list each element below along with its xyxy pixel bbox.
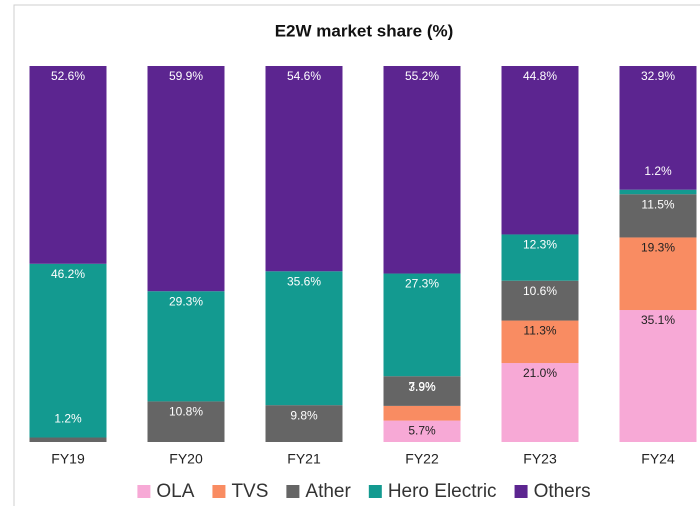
bar-segment xyxy=(29,437,107,442)
legend-swatch xyxy=(368,485,382,498)
x-tick-label: FY19 xyxy=(51,451,85,467)
value-label: 10.6% xyxy=(523,284,557,298)
legend-swatch xyxy=(514,485,528,498)
value-label: 59.9% xyxy=(169,69,203,83)
value-label: 44.8% xyxy=(523,69,557,83)
value-label: 21.0% xyxy=(523,366,557,380)
value-label: 11.3% xyxy=(523,324,556,338)
bar-segment xyxy=(383,66,461,274)
legend-label: TVS xyxy=(231,481,268,502)
bar-segment xyxy=(265,271,343,406)
legend-label: OLA xyxy=(156,481,194,502)
legend-swatch xyxy=(137,485,151,498)
value-label: 35.1% xyxy=(641,313,675,327)
bar-segment xyxy=(501,234,579,281)
value-label: 9.8% xyxy=(290,408,318,422)
bar-segment xyxy=(619,237,697,311)
value-label: 3.9% xyxy=(408,380,436,394)
bar-segment xyxy=(29,263,107,438)
value-label: 11.5% xyxy=(641,197,674,211)
chart-title: E2W market share (%) xyxy=(275,21,454,40)
value-label: 19.3% xyxy=(641,241,675,255)
value-label: 5.7% xyxy=(408,424,436,438)
bar-segment xyxy=(383,273,461,377)
bar-segment xyxy=(501,363,579,442)
value-label: 27.3% xyxy=(405,277,439,291)
legend-label: Others xyxy=(534,481,591,502)
bar-segment xyxy=(619,194,697,238)
bar-segment xyxy=(501,320,579,364)
bar-segment xyxy=(147,291,225,402)
value-label: 52.6% xyxy=(51,69,85,83)
bar-segment xyxy=(619,189,697,195)
bar-segment xyxy=(501,66,579,235)
legend: OLA TVS Ather Hero Electric Others xyxy=(137,481,591,502)
legend-label: Ather xyxy=(305,481,351,502)
x-tick-label: FY23 xyxy=(523,451,557,467)
bar-segment xyxy=(265,405,343,442)
bar-segment xyxy=(619,310,697,442)
bar-segment xyxy=(29,66,107,264)
legend-label: Hero Electric xyxy=(388,481,497,502)
frame xyxy=(13,4,700,506)
x-tick-label: FY21 xyxy=(287,451,321,467)
x-tick-label: FY20 xyxy=(169,451,203,467)
bar-segment xyxy=(147,401,225,442)
value-label: 7.9% xyxy=(408,379,436,393)
legend-swatch xyxy=(286,485,300,498)
value-label: 12.3% xyxy=(523,238,557,252)
x-tick-label: FY22 xyxy=(405,451,439,467)
value-label: 1.2% xyxy=(644,164,672,178)
bar-segment xyxy=(383,376,461,406)
value-label: 55.2% xyxy=(405,69,439,83)
bar-segment xyxy=(383,420,461,442)
value-label: 29.3% xyxy=(169,294,203,308)
bar-segment xyxy=(147,66,225,292)
bar-segment xyxy=(501,280,579,321)
value-label: 32.9% xyxy=(641,69,675,83)
bar-segment xyxy=(383,405,461,421)
value-label: 54.6% xyxy=(287,69,321,83)
value-label: 46.2% xyxy=(51,267,85,281)
x-tick-label: FY24 xyxy=(641,451,675,467)
bar-segment xyxy=(265,66,343,272)
legend-swatch xyxy=(212,485,226,498)
value-label: 35.6% xyxy=(287,274,321,288)
bar-segment xyxy=(619,66,697,190)
value-label: 1.2% xyxy=(54,412,82,426)
value-label: 10.8% xyxy=(169,405,203,419)
